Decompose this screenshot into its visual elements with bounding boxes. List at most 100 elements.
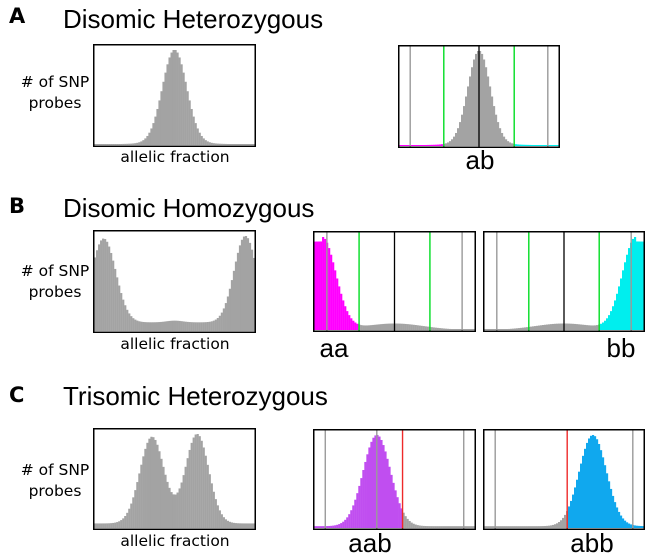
histogram-bar — [435, 144, 438, 146]
histogram-bar — [242, 144, 246, 145]
histogram-bar — [459, 122, 462, 146]
histogram-bar — [226, 520, 229, 528]
histogram-bar — [448, 526, 451, 528]
histogram-bar — [380, 439, 383, 528]
plot-frame — [313, 429, 476, 530]
histogram-bar — [154, 439, 157, 528]
histogram-bar — [541, 145, 544, 146]
genotype-label-aa: aa — [319, 333, 349, 363]
histogram-bar — [606, 318, 609, 330]
histogram-bar — [210, 142, 213, 145]
histogram-bar — [488, 329, 491, 330]
histogram-bar — [104, 144, 107, 145]
histogram-bar — [184, 321, 187, 331]
y-axis-label-line2: probes — [28, 283, 82, 301]
histogram-panel — [93, 428, 256, 530]
histogram-bar — [176, 492, 179, 528]
histogram-bar — [144, 138, 147, 145]
histogram-bar — [118, 521, 121, 528]
histogram-bar — [472, 526, 476, 528]
histogram-bar — [216, 505, 219, 528]
histogram-bar — [152, 437, 155, 528]
histogram-bar — [100, 144, 103, 145]
histogram-bar — [316, 241, 319, 330]
histogram-bar — [152, 322, 155, 331]
histogram-bar — [511, 143, 514, 146]
histogram-bar — [572, 323, 575, 330]
histogram-bar — [486, 329, 489, 330]
histogram-bar — [470, 329, 474, 330]
histogram-bar — [568, 506, 571, 528]
histogram-bar — [162, 321, 165, 331]
histogram-bar — [96, 250, 99, 331]
histogram-bar — [400, 508, 403, 528]
histogram-bar — [226, 296, 229, 331]
genotype-panel-aa — [313, 231, 476, 332]
histogram-bar — [156, 444, 159, 528]
histogram-bar — [444, 526, 447, 528]
genotype-label-abb: abb — [570, 528, 614, 558]
histogram-bar — [628, 248, 631, 330]
histogram-bar — [586, 442, 589, 528]
histogram-bar — [464, 526, 468, 528]
histogram-bar — [574, 487, 577, 528]
histogram-bar — [202, 447, 205, 528]
histogram-bar — [104, 239, 107, 331]
histogram-bar — [519, 144, 522, 146]
histogram-bar — [196, 128, 199, 145]
histogram-bar — [114, 144, 117, 145]
histogram-bar — [558, 522, 561, 528]
histogram-bar — [192, 116, 195, 145]
histogram-bar — [412, 324, 415, 330]
x-axis-label: allelic fraction — [120, 335, 230, 353]
histogram-bar — [454, 526, 458, 528]
histogram-bar — [390, 474, 393, 528]
histogram-bar — [100, 523, 103, 528]
histogram-bar — [530, 526, 533, 528]
histogram-bar — [451, 139, 454, 146]
histogram-bar — [318, 241, 321, 330]
histogram-bar — [415, 145, 418, 146]
histogram-bar — [360, 325, 363, 330]
histogram-bar — [542, 325, 545, 330]
histogram-bar — [562, 517, 565, 528]
histogram-bar — [220, 514, 223, 528]
histogram-bar — [328, 525, 331, 528]
histogram-bar — [148, 438, 151, 528]
histogram-bar — [202, 138, 205, 145]
histogram-bar — [158, 100, 161, 145]
histogram-bar — [334, 525, 337, 528]
histogram-bar — [102, 238, 105, 331]
histogram-bar — [584, 448, 587, 528]
histogram-bar — [551, 145, 554, 146]
histogram-bar — [496, 526, 499, 528]
histogram-bar — [624, 262, 627, 330]
histogram-bar — [413, 145, 416, 146]
histogram-bar — [376, 324, 379, 330]
histogram-bar — [206, 322, 209, 331]
histogram-bar — [170, 320, 173, 331]
histogram-bar — [98, 244, 101, 331]
histogram-bar — [588, 438, 591, 528]
histogram-bar — [154, 322, 157, 331]
histogram-bar — [124, 143, 127, 145]
histogram-bar — [346, 517, 349, 528]
histogram-bar — [562, 323, 565, 330]
histogram-bar — [198, 132, 201, 145]
histogram-bar — [398, 323, 401, 330]
histogram-bar — [399, 145, 402, 146]
histogram-bar — [436, 327, 439, 330]
histogram-bar — [194, 322, 197, 331]
histogram-bar — [463, 106, 466, 146]
histogram-bar — [467, 86, 470, 146]
histogram-bar — [486, 526, 489, 528]
histogram-bar — [116, 522, 119, 528]
histogram-bar — [500, 329, 503, 330]
histogram-bar — [338, 524, 341, 528]
histogram-bar — [640, 241, 643, 330]
genotype-label-aab: aab — [348, 528, 392, 558]
genotype-panel-bb — [483, 231, 645, 332]
histogram-bar — [160, 321, 163, 331]
histogram-bar — [176, 52, 179, 145]
histogram-bar — [552, 524, 555, 528]
